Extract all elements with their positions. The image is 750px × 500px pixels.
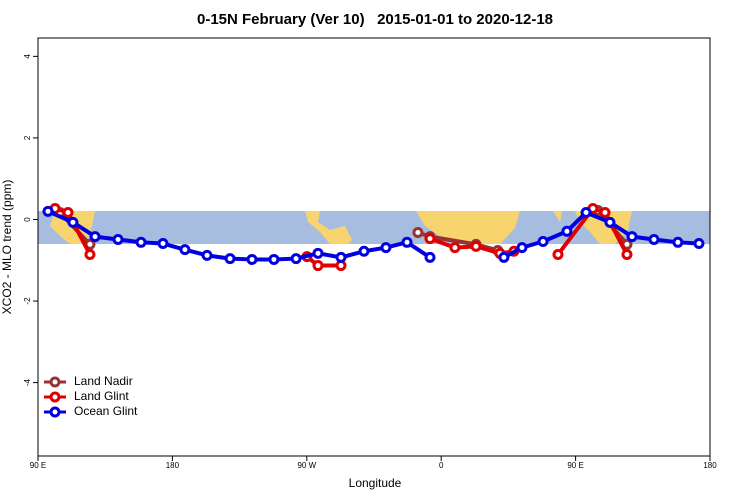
legend-label: Land Nadir	[74, 374, 133, 388]
y-axis-label: XCO2 - MLO trend (ppm)	[0, 180, 14, 315]
point	[424, 233, 436, 245]
point	[537, 235, 549, 247]
point	[424, 251, 436, 263]
point	[112, 233, 124, 245]
point	[470, 240, 482, 252]
y-tick-label: -2	[23, 297, 32, 305]
plot-frame	[37, 37, 711, 457]
point	[179, 244, 191, 256]
y-tick-label: 4	[23, 54, 32, 59]
point	[224, 253, 236, 265]
point	[84, 249, 96, 261]
point	[157, 238, 169, 250]
x-tick-label: 90 E	[567, 461, 583, 470]
point	[312, 247, 324, 259]
point	[42, 205, 54, 217]
legend-marker	[49, 391, 61, 403]
point	[89, 231, 101, 243]
point	[580, 207, 592, 219]
point	[516, 242, 528, 254]
y-tick-label: 2	[23, 135, 32, 140]
x-tick-label: 90 E	[30, 461, 46, 470]
point	[335, 251, 347, 263]
point	[693, 238, 705, 250]
point	[604, 216, 616, 228]
point	[626, 231, 638, 243]
point	[135, 236, 147, 248]
x-tick-label: 180	[166, 461, 180, 470]
point	[268, 253, 280, 265]
chart-title: 0-15N February (Ver 10) 2015-01-01 to 20…	[197, 11, 553, 28]
point	[380, 242, 392, 254]
y-tick-label: -4	[23, 378, 32, 386]
x-axis-label: Longitude	[349, 476, 402, 490]
point	[599, 207, 611, 219]
x-tick-label: 90 W	[297, 461, 316, 470]
point	[401, 236, 413, 248]
land	[305, 211, 352, 244]
point	[312, 260, 324, 272]
point	[449, 242, 461, 254]
x-tick-label: 180	[703, 461, 717, 470]
point	[62, 207, 74, 219]
legend-marker	[49, 376, 61, 388]
point	[648, 233, 660, 245]
legend-label: Ocean Glint	[74, 404, 138, 418]
legend-label: Land Glint	[74, 389, 129, 403]
point	[201, 249, 213, 261]
point	[552, 249, 564, 261]
point	[290, 253, 302, 265]
land	[416, 211, 520, 244]
x-tick-label: 0	[439, 461, 444, 470]
y-tick-label: 0	[23, 217, 32, 222]
point	[246, 253, 258, 265]
point	[621, 249, 633, 261]
point	[498, 251, 510, 263]
point	[67, 216, 79, 228]
point	[672, 236, 684, 248]
legend-marker	[49, 406, 61, 418]
point	[358, 245, 370, 257]
point	[561, 225, 573, 237]
point	[412, 227, 424, 239]
